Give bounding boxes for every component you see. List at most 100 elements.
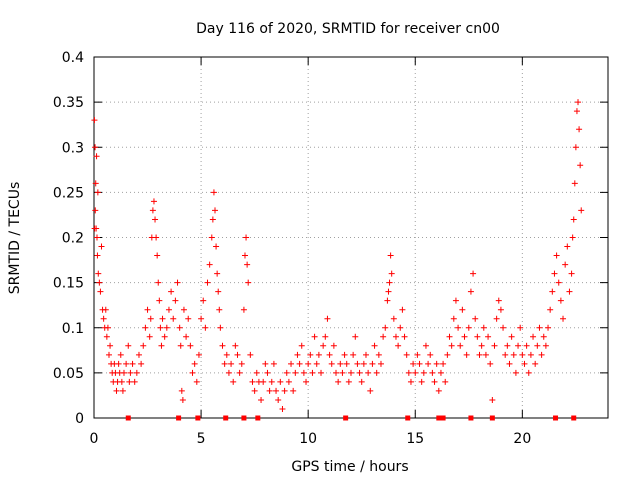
data-point [450,315,457,322]
data-point [414,351,421,358]
data-point [275,396,282,403]
data-point [213,243,220,250]
data-point [416,360,423,367]
data-point [553,252,560,259]
data-point [564,243,571,250]
data-point [240,306,247,313]
data-point [245,279,252,286]
data-point [442,378,449,385]
data-point [320,342,327,349]
data-point [576,126,583,133]
baseline-marker [343,415,349,421]
data-point [388,270,395,277]
data-point [260,378,267,385]
data-point [420,369,427,376]
data-point [427,351,434,358]
data-point [457,342,464,349]
data-point [467,288,474,295]
data-point [339,369,346,376]
baseline-markers [125,415,577,421]
data-point [247,351,254,358]
data-point [97,288,104,295]
data-point [365,369,372,376]
data-point [156,297,163,304]
data-point [127,369,134,376]
data-point [234,351,241,358]
data-point [309,369,316,376]
data-point [100,315,107,322]
data-point [352,333,359,340]
data-point [356,369,363,376]
data-point [165,306,172,313]
data-point [174,279,181,286]
data-point [126,378,133,385]
data-point [549,288,556,295]
data-point [478,342,485,349]
baseline-marker [468,415,474,421]
data-point [150,198,157,205]
data-point [154,252,161,259]
data-point [251,387,258,394]
data-point [446,333,453,340]
data-point [212,207,219,214]
data-point [385,288,392,295]
data-point [236,369,243,376]
y-tick-label: 0.1 [62,321,84,337]
data-point [493,315,500,322]
data-point [189,369,196,376]
data-point [305,360,312,367]
data-point [172,297,179,304]
data-point [399,306,406,313]
data-point [448,342,455,349]
data-point [525,369,532,376]
data-point [562,261,569,268]
data-point [407,378,414,385]
baseline-marker [571,415,577,421]
data-point [119,387,126,394]
data-point [300,369,307,376]
data-point [480,324,487,331]
data-point [195,351,202,358]
data-point [183,333,190,340]
data-point [91,117,98,124]
baseline-marker [195,415,201,421]
y-tick-label: 0.05 [53,366,84,382]
data-point [328,360,335,367]
data-point [241,252,248,259]
data-point [103,333,110,340]
x-axis: 0 5 10 15 20 [90,57,531,447]
data-point [277,378,284,385]
data-point [444,351,451,358]
baseline-marker [405,415,411,421]
data-point [117,351,124,358]
data-point [540,333,547,340]
data-point [281,387,288,394]
data-point [551,270,558,277]
data-point [405,369,412,376]
data-point [502,351,509,358]
data-point [343,360,350,367]
data-point [412,369,419,376]
data-point [440,360,447,367]
data-point [534,342,541,349]
data-point [508,333,515,340]
data-point [401,333,408,340]
data-point [375,351,382,358]
data-point [386,279,393,286]
y-tick-label: 0.4 [62,50,84,66]
data-point [138,360,145,367]
data-point [303,378,310,385]
data-point [497,306,504,313]
data-point [283,369,290,376]
data-point [431,378,438,385]
data-point [98,243,105,250]
baseline-marker [440,415,446,421]
data-point [292,369,299,376]
data-point [557,297,564,304]
data-point [215,288,222,295]
data-point [410,360,417,367]
x-tick-label: 20 [513,431,531,447]
data-point [512,369,519,376]
data-point [288,360,295,367]
data-point [147,315,154,322]
